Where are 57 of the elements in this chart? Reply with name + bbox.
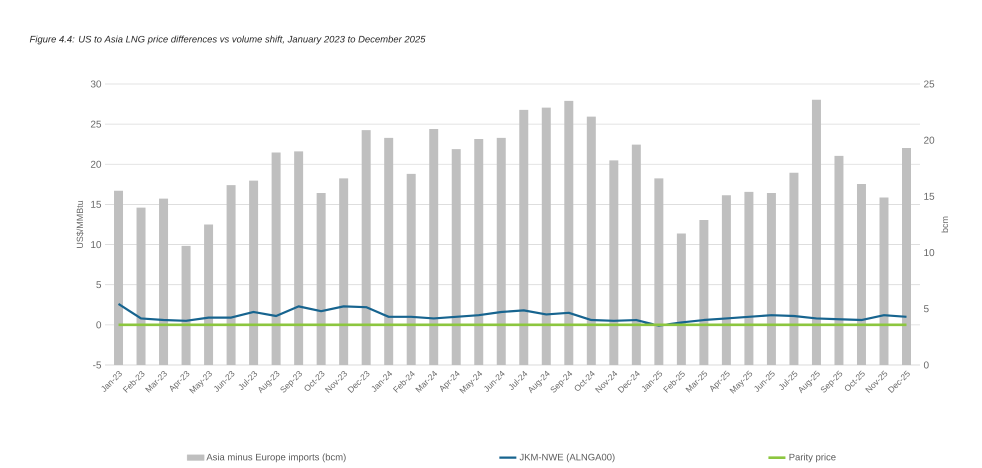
bar <box>766 193 776 365</box>
bar <box>114 190 124 365</box>
y-tick-label: 20 <box>90 160 102 168</box>
bar <box>249 180 258 365</box>
legend-label: Asia minus Europe imports (bcm) <box>206 453 346 462</box>
y-tick-label: 10 <box>91 241 102 248</box>
legend-label: Parity price <box>790 453 836 462</box>
bar <box>159 198 168 365</box>
y-tick-label: 25 <box>90 120 102 128</box>
bar <box>699 220 708 365</box>
y-tick-label: 0 <box>96 321 102 328</box>
bar <box>722 195 731 365</box>
legend-label: JKM-NWE (ALNGA00) <box>520 453 615 462</box>
bar <box>542 108 551 365</box>
bar <box>294 151 304 365</box>
bar <box>519 110 528 365</box>
bar <box>316 193 326 365</box>
bar <box>272 152 281 365</box>
bar <box>654 178 664 365</box>
bar <box>609 160 618 365</box>
bar <box>676 233 686 365</box>
y2-tick-label: 10 <box>924 249 934 256</box>
bar <box>812 100 821 365</box>
bar <box>226 185 236 365</box>
y-axis-title: US$/MMBtu <box>76 200 84 248</box>
bar <box>384 138 394 365</box>
bar <box>136 208 146 365</box>
bar <box>496 138 506 365</box>
bar <box>586 116 596 365</box>
y2-tick-label: 20 <box>924 136 934 144</box>
bar <box>856 184 866 365</box>
bar <box>474 139 484 365</box>
bar <box>204 224 214 365</box>
bar <box>879 198 888 365</box>
bar <box>564 100 574 365</box>
chart-title: Figure 4.4: US to Asia LNG price differences vs volume shift, January 2023 to December 2025 <box>30 36 426 44</box>
bar <box>362 130 371 365</box>
bar <box>834 156 844 365</box>
y2-tick-label: 0 <box>924 361 929 369</box>
bar <box>789 172 798 365</box>
y-tick-label: 15 <box>91 200 102 208</box>
y2-tick-label: 25 <box>924 80 934 88</box>
bar <box>902 148 912 365</box>
y-tick-label: 5 <box>96 281 102 288</box>
bar <box>182 246 191 365</box>
y2-axis-title: bcm <box>941 216 948 232</box>
y-tick-label: 30 <box>90 80 102 88</box>
bar <box>452 149 461 365</box>
bar <box>406 174 416 365</box>
y2-tick-label: 15 <box>924 192 934 200</box>
bar <box>632 144 641 365</box>
bar <box>339 178 348 365</box>
bar <box>744 192 754 365</box>
line-series <box>117 302 908 327</box>
y-tick-label: -5 <box>93 362 102 368</box>
bar <box>429 128 438 365</box>
y2-tick-label: 5 <box>924 305 929 312</box>
